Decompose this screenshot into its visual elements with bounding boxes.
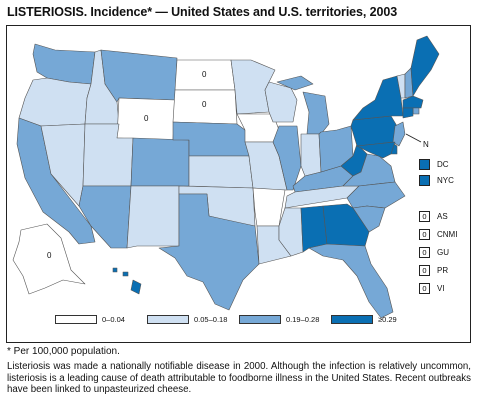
- label-nd: 0: [202, 70, 207, 79]
- side-box-nyc: NYC: [419, 175, 454, 186]
- state-ct: [402, 107, 414, 119]
- territory-value: 0: [419, 247, 430, 258]
- nh-pointer-line: [405, 133, 422, 143]
- legend-label: 0–0.04: [102, 314, 125, 324]
- territory-label: GU: [437, 248, 449, 257]
- side-box-label-nyc: NYC: [437, 176, 454, 185]
- territory-value: 0: [419, 265, 430, 276]
- state-hi: [112, 267, 142, 295]
- state-md: [356, 141, 396, 159]
- map-title: LISTERIOSIS. Incidence* — United States …: [7, 5, 398, 19]
- footnote: * Per 100,000 population.: [7, 346, 120, 357]
- legend-label: ≥0.29: [378, 314, 397, 324]
- state-wa: [32, 43, 96, 85]
- legend-label: 0.05–0.18: [194, 314, 228, 324]
- swatch-nyc: [419, 175, 430, 186]
- territory-row: 0 GU: [419, 247, 449, 258]
- description-note: Listeriosis was made a nationally notifi…: [7, 361, 471, 395]
- state-ri: [412, 107, 420, 115]
- label-nh-pointer: N: [423, 140, 429, 149]
- legend-swatch: [239, 314, 281, 324]
- territory-row: 0 AS: [419, 211, 448, 222]
- territory-label: VI: [437, 284, 445, 293]
- state-fl: [308, 243, 394, 319]
- state-wi: [264, 81, 298, 123]
- territory-label: CNMI: [437, 230, 458, 239]
- territory-row: 0 VI: [419, 283, 445, 294]
- territory-label: AS: [437, 212, 448, 221]
- us-incidence-map: [12, 35, 440, 319]
- label-sd: 0: [202, 100, 207, 109]
- territory-value: 0: [419, 211, 430, 222]
- state-pa: [350, 115, 398, 147]
- state-ak: [12, 223, 86, 295]
- state-nj: [392, 121, 406, 147]
- swatch-dc: [419, 159, 430, 170]
- legend-swatch: [331, 314, 373, 324]
- label-wy: 0: [144, 114, 149, 123]
- state-ny: [352, 75, 404, 121]
- legend-swatch: [147, 314, 189, 324]
- label-ak: 0: [47, 251, 52, 260]
- map-panel: 0 0 0 0 N DC NYC 0 AS 0 CNMI 0 GU 0 PR: [6, 25, 471, 343]
- territory-value: 0: [419, 283, 430, 294]
- state-nm: [126, 185, 180, 249]
- state-or: [18, 77, 92, 127]
- legend-item: 0.05–0.18: [147, 314, 227, 324]
- territory-row: 0 PR: [419, 265, 448, 276]
- side-box-dc: DC: [419, 159, 449, 170]
- legend-swatch: [55, 314, 97, 324]
- state-tx: [158, 193, 260, 311]
- state-me: [410, 35, 440, 97]
- state-in: [300, 133, 322, 177]
- state-il: [272, 125, 302, 191]
- state-mt: [100, 49, 178, 103]
- territory-value: 0: [419, 229, 430, 240]
- legend-item: 0.19–0.28: [239, 314, 319, 324]
- legend-item: ≥0.29: [331, 314, 397, 324]
- state-ks: [188, 155, 254, 189]
- legend-item: 0–0.04: [55, 314, 125, 324]
- side-box-label-dc: DC: [437, 160, 449, 169]
- legend-label: 0.19–0.28: [286, 314, 320, 324]
- state-ar: [252, 187, 286, 227]
- territory-row: 0 CNMI: [419, 229, 457, 240]
- state-co: [130, 137, 190, 187]
- state-ma: [402, 95, 424, 109]
- territory-label: PR: [437, 266, 449, 275]
